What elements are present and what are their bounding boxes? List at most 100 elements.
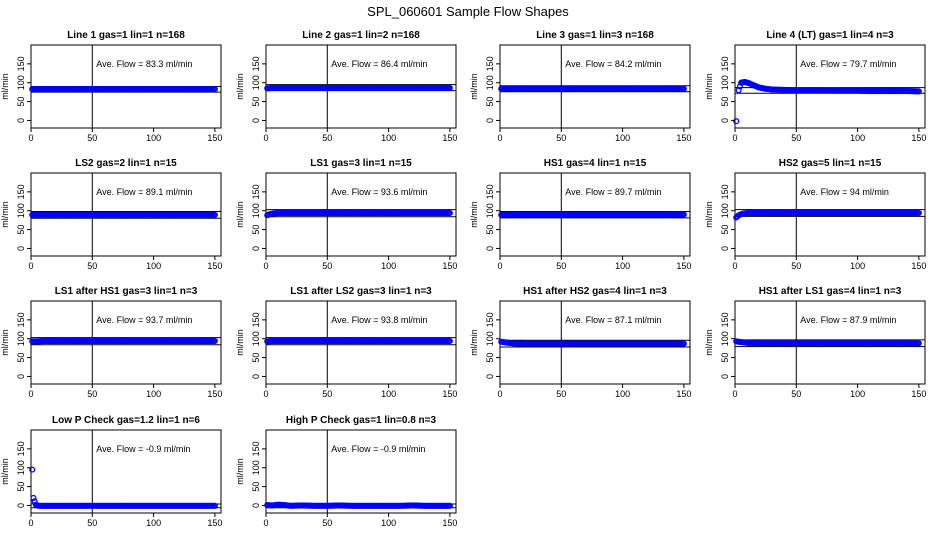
y-tick-label: 50 [251,225,261,235]
x-tick-label: 0 [263,389,268,399]
panel-title: LS1 after LS2 gas=3 lin=1 n=3 [290,286,432,297]
data-point-fill [445,502,452,509]
panel-title: Line 1 gas=1 lin=1 n=168 [67,30,185,41]
panel-4: Line 4 (LT) gas=1 lin=4 n=3 0 50 100 150 0 50 1… [704,30,926,143]
x-tick-label: 100 [381,389,396,399]
x-tick-label: 50 [791,133,801,143]
average-flow-annotation: Ave. Flow = 89.7 ml/min [565,187,661,197]
x-tick-label: 50 [556,389,566,399]
data-series [264,501,453,509]
x-tick-label: 50 [791,389,801,399]
y-tick-label: 0 [251,374,261,379]
x-tick-label: 0 [28,261,33,271]
average-flow-annotation: Ave. Flow = 93.8 ml/min [331,315,427,325]
panel-title: Low P Check gas=1.2 lin=1 n=6 [52,415,200,426]
y-axis-label: ml/min [0,458,10,485]
panel-title: HS1 gas=4 lin=1 n=15 [544,158,647,169]
x-tick-label: 150 [676,261,691,271]
x-tick-label: 150 [911,133,926,143]
panels: Line 1 gas=1 lin=1 n=168 0 50 100 150 0 50 100 1… [0,30,926,528]
y-tick-label: 150 [16,441,26,456]
y-tick-label: 50 [16,97,26,107]
average-flow-annotation: Ave. Flow = 93.6 ml/min [331,187,427,197]
y-axis-label: ml/min [0,73,10,100]
y-tick-label: 0 [16,246,26,251]
data-point [735,87,742,94]
y-tick-label: 100 [485,203,495,218]
y-axis-label: ml/min [0,201,10,228]
y-tick-label: 50 [251,482,261,492]
y-tick-label: 100 [251,203,261,218]
data-series [733,338,922,347]
panel-11: HS1 after HS2 gas=4 lin=1 n=3 0 50 100 150 0 5… [469,286,691,399]
y-tick-label: 0 [251,503,261,508]
data-point-fill [679,340,686,347]
y-tick-label: 50 [720,97,730,107]
x-tick-label: 100 [850,133,865,143]
y-tick-label: 50 [720,353,730,363]
panel-7: HS1 gas=4 lin=1 n=15 0 50 100 150 0 50 100 150 ml… [469,158,691,271]
panel-14: High P Check gas=1 lin=0.8 n=3 0 50 100 150 0… [235,415,457,528]
data-series [498,338,687,347]
data-series [264,84,453,92]
data-series [264,209,453,219]
y-axis-label: ml/min [704,329,714,356]
y-axis-label: ml/min [235,458,245,485]
data-series [733,209,922,221]
plot-frame [265,429,457,514]
x-tick-label: 100 [146,518,161,528]
average-flow-annotation: Ave. Flow = 86.4 ml/min [331,59,427,69]
y-tick-label: 150 [251,56,261,71]
y-tick-label: 50 [251,97,261,107]
x-tick-label: 100 [381,261,396,271]
x-tick-label: 50 [556,261,566,271]
x-tick-label: 50 [87,261,97,271]
y-tick-label: 50 [720,225,730,235]
data-series [498,85,687,92]
data-series [29,86,218,93]
y-tick-label: 150 [485,56,495,71]
x-tick-label: 50 [322,389,332,399]
panel-title: HS1 after LS1 gas=4 lin=1 n=3 [759,286,902,297]
data-series [264,337,453,345]
x-tick-label: 150 [207,133,222,143]
x-tick-label: 0 [28,133,33,143]
y-tick-label: 0 [251,246,261,251]
panel-title: LS2 gas=2 lin=1 n=15 [75,158,177,169]
x-tick-label: 0 [497,261,502,271]
y-tick-label: 0 [485,374,495,379]
average-flow-annotation: Ave. Flow = 79.7 ml/min [800,59,896,69]
x-tick-label: 50 [556,133,566,143]
y-axis-label: ml/min [704,73,714,100]
y-tick-label: 50 [485,353,495,363]
x-tick-label: 100 [615,389,630,399]
data-point-fill [210,211,217,218]
y-axis-label: ml/min [0,329,10,356]
x-tick-label: 0 [28,389,33,399]
y-tick-label: 100 [720,75,730,90]
x-tick-label: 150 [676,389,691,399]
panel-9: LS1 after HS1 gas=3 lin=1 n=3 0 50 100 150 0 5… [0,286,222,399]
y-tick-label: 150 [251,441,261,456]
x-tick-label: 0 [732,261,737,271]
y-axis-label: ml/min [235,329,245,356]
y-tick-label: 150 [16,184,26,199]
y-tick-label: 100 [720,331,730,346]
panel-title: Line 4 (LT) gas=1 lin=4 n=3 [766,30,894,41]
y-tick-label: 150 [251,312,261,327]
panel-1: Line 1 gas=1 lin=1 n=168 0 50 100 150 0 50 100 1… [0,30,222,143]
panel-8: HS2 gas=5 lin=1 n=15 0 50 100 150 0 50 100 150 ml… [704,158,926,271]
x-tick-label: 50 [322,518,332,528]
x-tick-label: 50 [87,389,97,399]
y-tick-label: 0 [251,118,261,123]
data-point-fill [210,86,217,93]
y-tick-label: 150 [485,184,495,199]
x-tick-label: 100 [146,133,161,143]
x-tick-label: 100 [381,518,396,528]
y-tick-label: 100 [16,75,26,90]
x-tick-label: 0 [263,133,268,143]
y-tick-label: 100 [485,75,495,90]
x-tick-label: 50 [87,518,97,528]
